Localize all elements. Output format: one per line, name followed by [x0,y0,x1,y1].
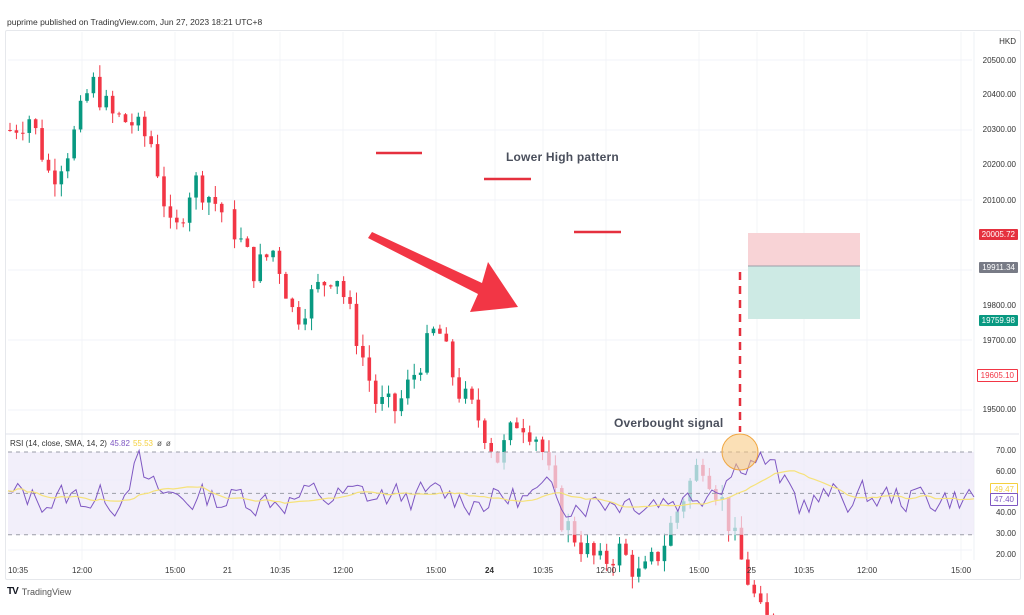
rsi-sma-value: 55.53 [132,439,153,448]
entry-price-tag: 19911.34 [979,262,1018,273]
time-label: 24 [485,566,494,575]
time-label: 10:35 [794,566,815,575]
rsi-extra-2: ø [165,439,171,448]
publish-info: puprime published on TradingView.com, Ju… [7,17,263,27]
brand-name: TradingView [21,586,72,597]
time-label: 25 [747,566,756,575]
time-label: 21 [223,566,232,575]
price-tick: 20100.00 [982,196,1016,205]
tradingview-logo-icon: TV [7,586,19,597]
rsi-legend-title: RSI (14, close, SMA, 14, 2) [10,439,107,448]
overbought-annotation: Overbought signal [614,416,724,430]
price-tick: 20400.00 [982,90,1016,99]
time-label: 12:00 [333,566,354,575]
rsi-value-tag: 47.40 [989,493,1018,506]
rsi-tick: 60.00 [995,467,1016,476]
time-label: 15:00 [951,566,972,575]
price-tick: 20200.00 [982,160,1016,169]
time-label: 15:00 [165,566,186,575]
time-label: 12:00 [596,566,617,575]
last-price-tag: 19605.10 [976,369,1018,382]
stop-loss-price-tag: 20005.72 [978,229,1018,240]
time-label: 10:35 [8,566,29,575]
time-label: 10:35 [270,566,291,575]
time-label: 10:35 [533,566,554,575]
rsi-tick: 20.00 [995,550,1016,559]
rsi-tick: 40.00 [995,508,1016,517]
take-profit-price-tag: 19759.98 [978,315,1018,326]
price-tick: 19800.00 [982,301,1016,310]
rsi-tick: 70.00 [995,446,1016,455]
lower-high-annotation: Lower High pattern [506,150,619,164]
time-label: 12:00 [857,566,878,575]
rsi-value: 45.82 [109,439,130,448]
time-label: 12:00 [72,566,93,575]
price-tick: 20500.00 [982,56,1016,65]
rsi-tick: 30.00 [995,529,1016,538]
rsi-extra-1: ø [157,439,162,448]
rsi-legend[interactable]: RSI (14, close, SMA, 14, 2) 45.82 55.53 ø ø [10,439,171,448]
time-label: 15:00 [689,566,710,575]
footer-brand[interactable]: TV TradingView [7,586,71,597]
currency-label: HKD [999,37,1016,46]
price-tick: 19700.00 [982,336,1016,345]
price-tick: 19500.00 [982,405,1016,414]
price-tick: 20300.00 [982,125,1016,134]
time-label: 15:00 [426,566,447,575]
